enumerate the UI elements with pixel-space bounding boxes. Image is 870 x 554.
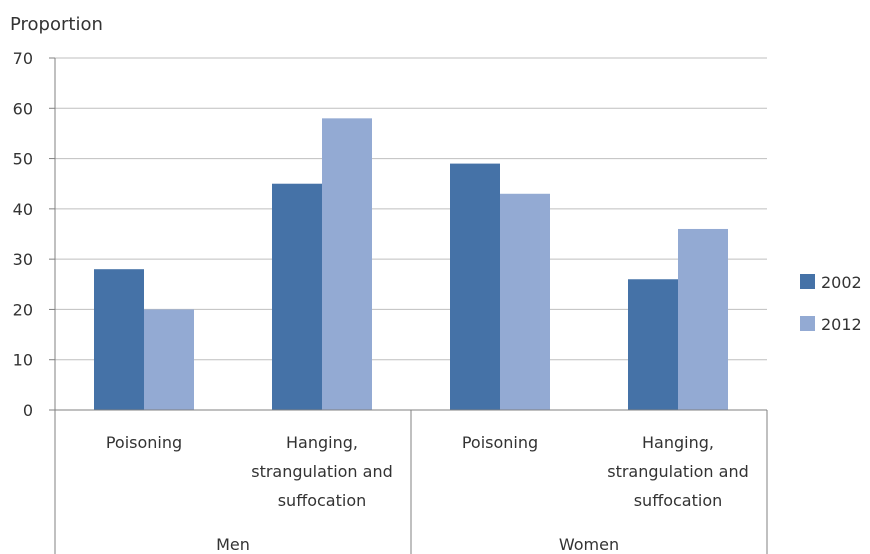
y-axis-ticks: 0 10 20 30 40 50 60 70 [13, 49, 55, 420]
y-tick-label: 20 [13, 300, 33, 319]
y-tick-label: 0 [23, 401, 33, 420]
y-axis-label: Proportion [10, 14, 103, 35]
axes [54, 58, 768, 554]
y-tick-label: 50 [13, 150, 33, 169]
category-label: Hanging, [642, 433, 714, 452]
bar-2002-3 [628, 279, 678, 410]
category-label: Poisoning [462, 433, 538, 452]
category-label: Hanging, [286, 433, 358, 452]
bar-2012-3 [678, 228, 728, 410]
category-label: suffocation [634, 491, 723, 510]
legend: 2002 2012 [800, 273, 862, 334]
legend-label-2002: 2002 [821, 273, 862, 292]
category-label: suffocation [278, 491, 367, 510]
legend-swatch-2002 [800, 274, 815, 289]
y-tick-label: 60 [13, 99, 33, 118]
legend-label-2012: 2012 [821, 315, 862, 334]
bar-2002-1 [272, 183, 322, 410]
category-label: strangulation and [251, 462, 393, 481]
bar-2012-1 [322, 118, 372, 410]
x-axis-labels: Poisoning Hanging, strangulation and suffoc… [106, 433, 749, 554]
y-tick-label: 30 [13, 250, 33, 269]
bar-2012-2 [500, 193, 550, 410]
group-label: Men [216, 535, 250, 554]
category-label: Poisoning [106, 433, 182, 452]
bars [94, 118, 728, 410]
bar-2012-0 [144, 309, 194, 410]
category-label: strangulation and [607, 462, 749, 481]
bar-2002-0 [94, 269, 144, 410]
bar-2002-2 [450, 163, 500, 410]
y-tick-label: 40 [13, 200, 33, 219]
y-tick-label: 10 [13, 351, 33, 370]
group-label: Women [559, 535, 619, 554]
legend-swatch-2012 [800, 316, 815, 331]
y-tick-label: 70 [13, 49, 33, 68]
